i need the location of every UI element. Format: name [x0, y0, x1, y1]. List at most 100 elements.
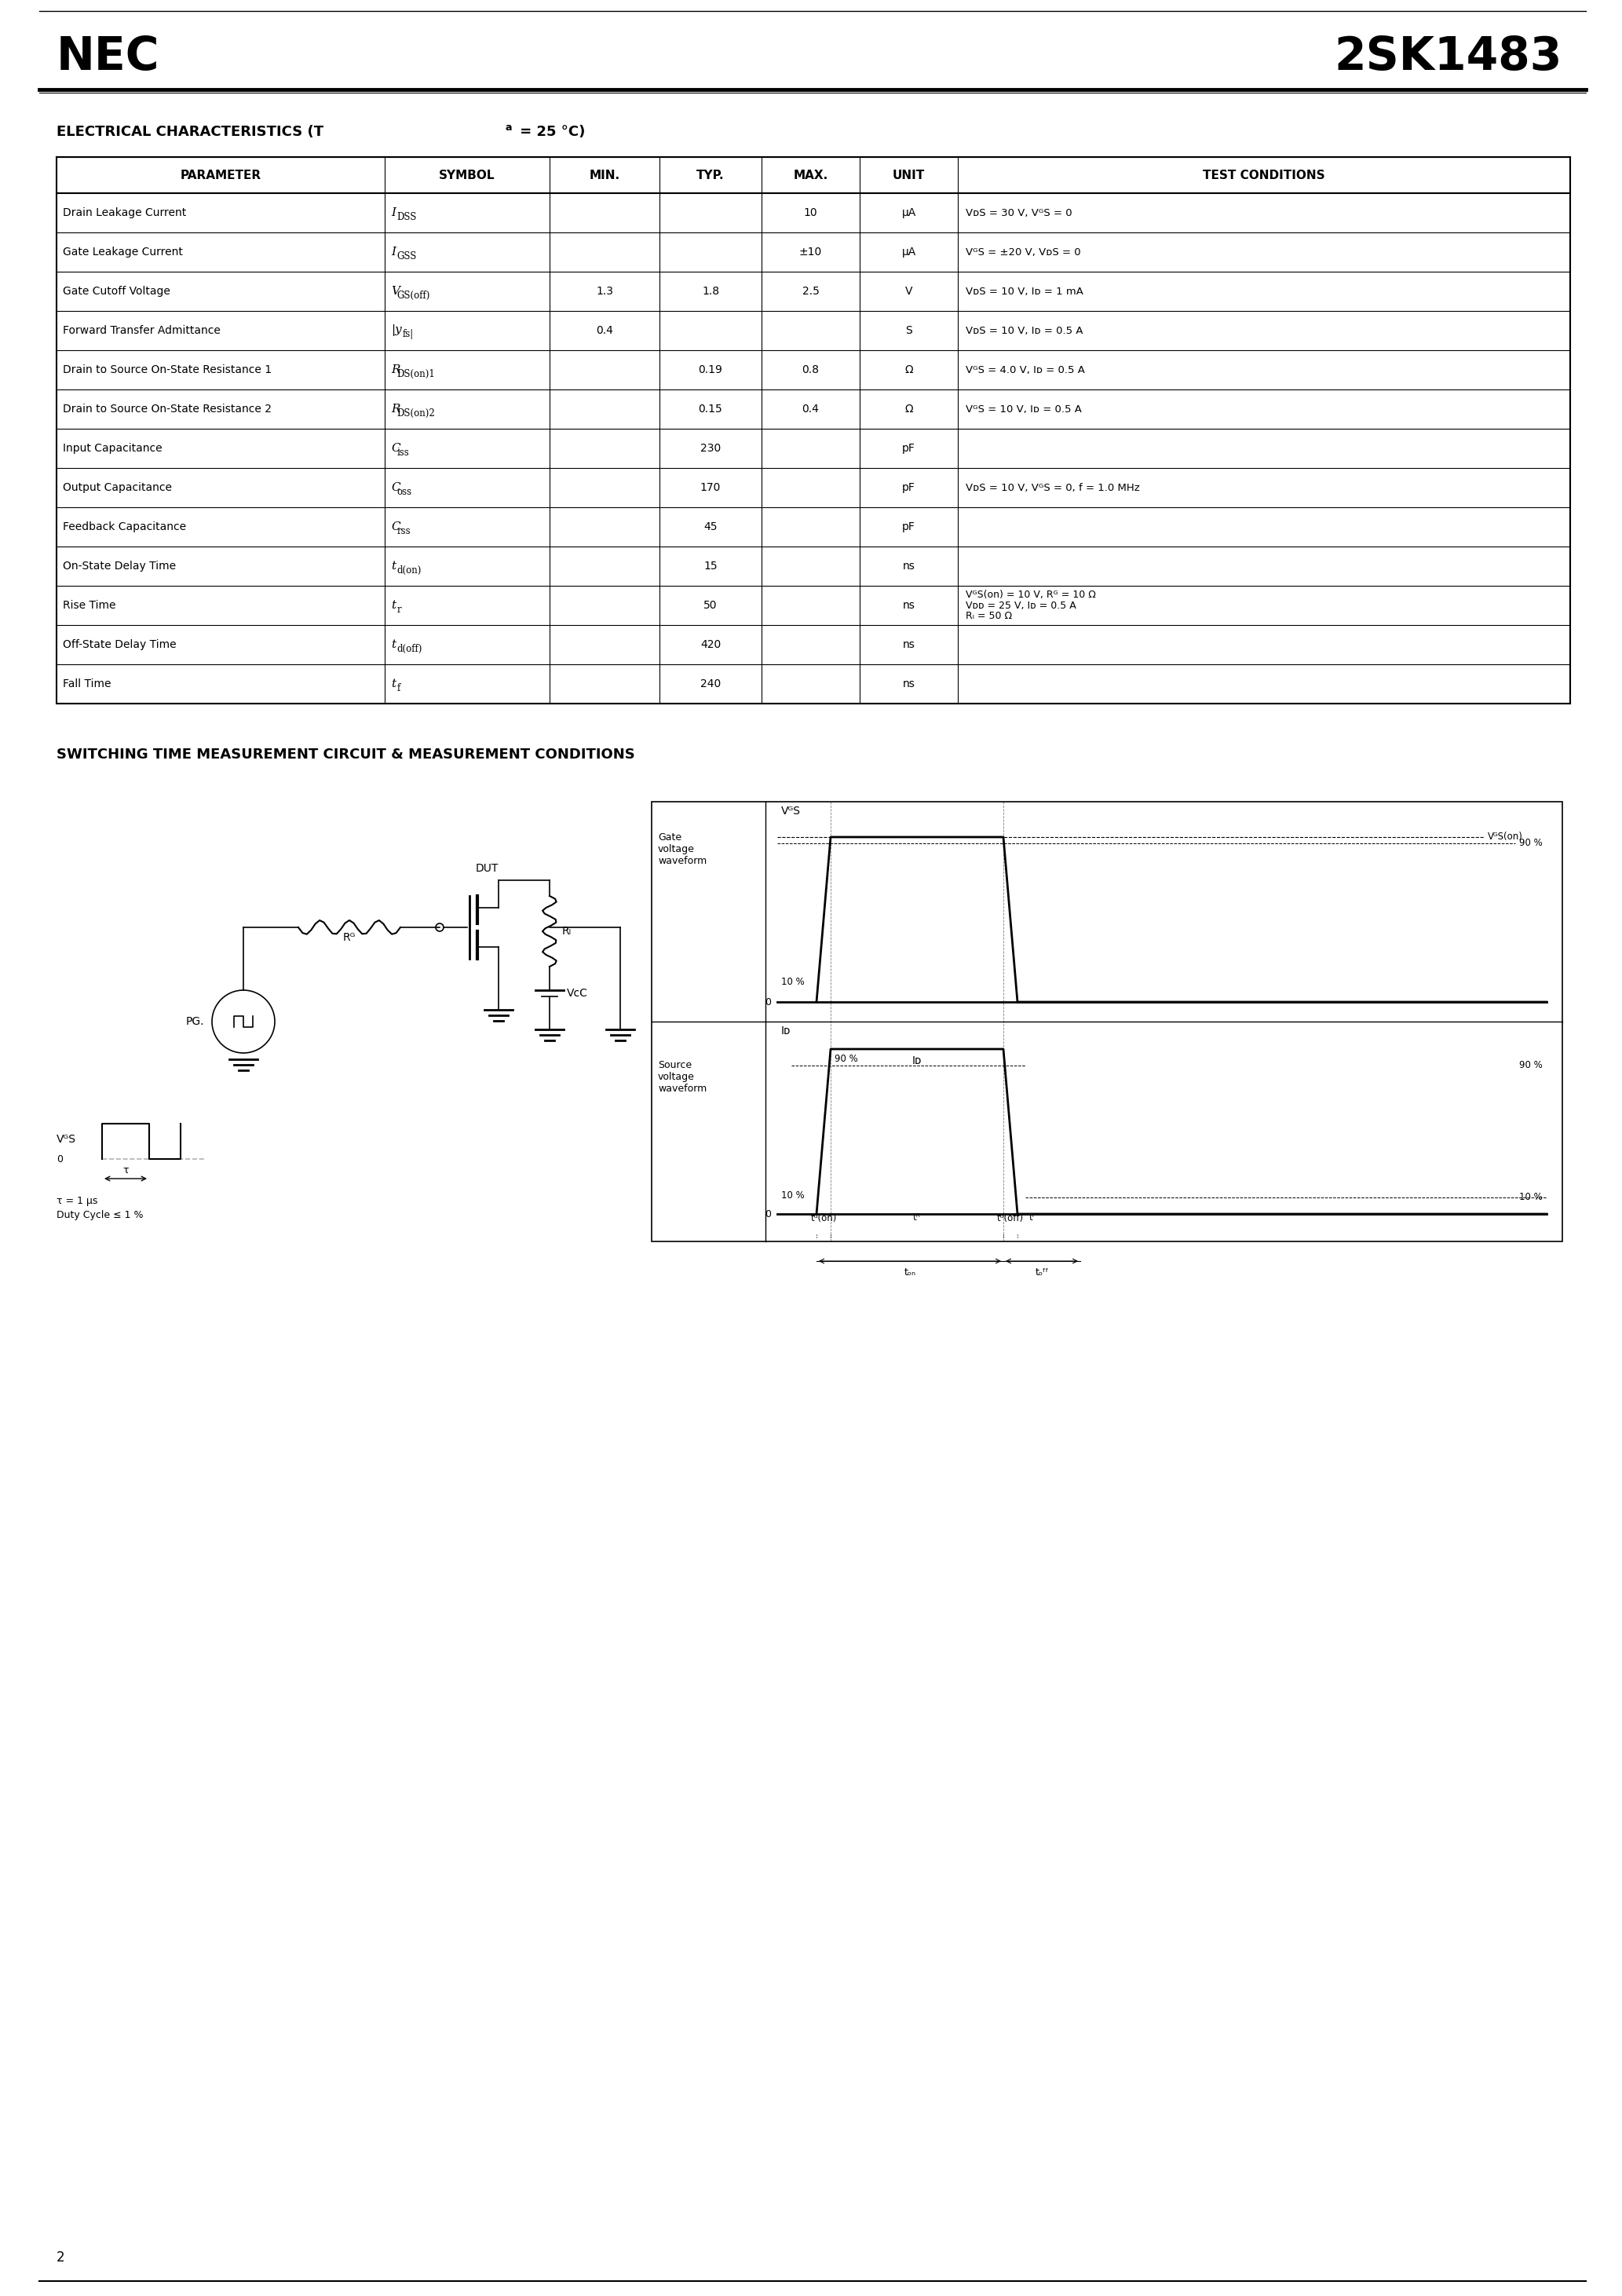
Text: f: f — [397, 682, 401, 693]
Text: TYP.: TYP. — [696, 170, 725, 181]
Text: 0: 0 — [57, 1155, 63, 1164]
Text: VᴳS: VᴳS — [782, 806, 801, 817]
Text: PG.: PG. — [185, 1017, 204, 1026]
Text: Drain to Source On-State Resistance 2: Drain to Source On-State Resistance 2 — [63, 404, 271, 416]
Text: TEST CONDITIONS: TEST CONDITIONS — [1204, 170, 1325, 181]
Text: 0.15: 0.15 — [699, 404, 722, 416]
Text: 10 %: 10 % — [782, 976, 805, 987]
Text: VᴳS = 10 V, Iᴅ = 0.5 A: VᴳS = 10 V, Iᴅ = 0.5 A — [965, 404, 1082, 413]
Text: SWITCHING TIME MEASUREMENT CIRCUIT & MEASUREMENT CONDITIONS: SWITCHING TIME MEASUREMENT CIRCUIT & MEA… — [57, 748, 634, 762]
Text: iss: iss — [397, 448, 409, 457]
Text: VᴅS = 10 V, Iᴅ = 1 mA: VᴅS = 10 V, Iᴅ = 1 mA — [965, 287, 1083, 296]
Text: Rₗ: Rₗ — [563, 925, 571, 937]
Text: PARAMETER: PARAMETER — [180, 170, 261, 181]
Text: 420: 420 — [701, 638, 720, 650]
Text: 50: 50 — [704, 599, 717, 611]
Text: t: t — [391, 677, 396, 689]
Text: VᴳS = 4.0 V, Iᴅ = 0.5 A: VᴳS = 4.0 V, Iᴅ = 0.5 A — [965, 365, 1085, 374]
Text: t: t — [391, 638, 396, 650]
Text: MAX.: MAX. — [793, 170, 827, 181]
Text: 2.5: 2.5 — [801, 285, 819, 296]
Text: Ω: Ω — [905, 404, 913, 416]
Text: 10 %: 10 % — [1520, 1192, 1543, 1203]
Text: tᴿ: tᴿ — [913, 1212, 921, 1224]
Text: Source
voltage
waveform: Source voltage waveform — [659, 1061, 707, 1093]
Bar — [57, 156, 1570, 703]
Text: R: R — [391, 365, 401, 374]
Text: 0.4: 0.4 — [595, 326, 613, 335]
Text: 90 %: 90 % — [1520, 1061, 1543, 1070]
Text: I: I — [391, 207, 396, 218]
Text: pF: pF — [902, 521, 915, 533]
Text: Fall Time: Fall Time — [63, 677, 110, 689]
Text: 0.19: 0.19 — [699, 365, 723, 374]
Text: NEC: NEC — [57, 34, 159, 78]
Text: ns: ns — [902, 638, 915, 650]
Text: Rise Time: Rise Time — [63, 599, 115, 611]
Text: Input Capacitance: Input Capacitance — [63, 443, 162, 455]
Text: DS(on)2: DS(on)2 — [397, 409, 435, 418]
Text: I: I — [391, 246, 396, 257]
Text: Output Capacitance: Output Capacitance — [63, 482, 172, 494]
Text: GS(off): GS(off) — [397, 289, 430, 301]
Text: V: V — [905, 285, 913, 296]
Text: 10 %: 10 % — [782, 1189, 805, 1201]
Text: C: C — [391, 521, 401, 533]
Text: rss: rss — [397, 526, 410, 535]
Text: DUT: DUT — [475, 863, 498, 875]
Text: oss: oss — [397, 487, 412, 496]
Text: 2SK1483: 2SK1483 — [1335, 34, 1562, 78]
Text: Vᴅᴅ = 25 V, Iᴅ = 0.5 A: Vᴅᴅ = 25 V, Iᴅ = 0.5 A — [965, 599, 1075, 611]
Text: Ω: Ω — [905, 365, 913, 374]
Text: d(on): d(on) — [397, 565, 422, 576]
Text: Drain to Source On-State Resistance 1: Drain to Source On-State Resistance 1 — [63, 365, 272, 374]
Text: Rₗ = 50 Ω: Rₗ = 50 Ω — [965, 611, 1012, 620]
Text: C: C — [391, 443, 401, 455]
Text: Duty Cycle ≤ 1 %: Duty Cycle ≤ 1 % — [57, 1210, 143, 1219]
Text: ±10: ±10 — [800, 246, 822, 257]
Text: ns: ns — [902, 677, 915, 689]
Text: 15: 15 — [704, 560, 717, 572]
Text: tₒₙ: tₒₙ — [903, 1267, 916, 1279]
Text: 90 %: 90 % — [835, 1054, 858, 1065]
Text: Rᴳ: Rᴳ — [342, 932, 355, 944]
Text: UNIT: UNIT — [892, 170, 925, 181]
Text: VᴅS = 10 V, VᴳS = 0, f = 1.0 MHz: VᴅS = 10 V, VᴳS = 0, f = 1.0 MHz — [965, 482, 1140, 494]
Text: ns: ns — [902, 599, 915, 611]
Text: R: R — [391, 404, 401, 416]
Text: Off-State Delay Time: Off-State Delay Time — [63, 638, 177, 650]
Text: VᴅS = 30 V, VᴳS = 0: VᴅS = 30 V, VᴳS = 0 — [965, 207, 1072, 218]
Text: VᴄC: VᴄC — [566, 987, 587, 999]
Text: 2: 2 — [57, 2250, 65, 2264]
Text: pF: pF — [902, 482, 915, 494]
Text: VᴳS: VᴳS — [57, 1134, 76, 1146]
Text: 1.3: 1.3 — [595, 285, 613, 296]
Text: tᶠ: tᶠ — [1030, 1212, 1036, 1224]
Text: VᴳS(on) = 10 V, Rᴳ = 10 Ω: VᴳS(on) = 10 V, Rᴳ = 10 Ω — [965, 590, 1096, 599]
Text: = 25 °C): = 25 °C) — [516, 124, 586, 140]
Text: 45: 45 — [704, 521, 717, 533]
Text: tᵈ(off): tᵈ(off) — [998, 1212, 1023, 1224]
Text: C: C — [391, 482, 401, 494]
Text: tᵈ(on): tᵈ(on) — [811, 1212, 837, 1224]
Text: 230: 230 — [701, 443, 720, 455]
Text: 0.8: 0.8 — [801, 365, 819, 374]
Text: VᴳS(on): VᴳS(on) — [1487, 831, 1523, 843]
Text: Feedback Capacitance: Feedback Capacitance — [63, 521, 187, 533]
Text: 90 %: 90 % — [1520, 838, 1543, 847]
Text: d(off): d(off) — [397, 643, 422, 654]
Text: 1.8: 1.8 — [702, 285, 719, 296]
Text: MIN.: MIN. — [589, 170, 620, 181]
Text: pF: pF — [902, 443, 915, 455]
Text: SYMBOL: SYMBOL — [440, 170, 495, 181]
Text: On-State Delay Time: On-State Delay Time — [63, 560, 175, 572]
Text: S: S — [905, 326, 912, 335]
Bar — [652, 801, 1562, 1242]
Text: V: V — [391, 285, 399, 296]
Text: 170: 170 — [701, 482, 720, 494]
Text: fs|: fs| — [402, 328, 414, 340]
Text: 0: 0 — [764, 996, 770, 1008]
Text: Drain Leakage Current: Drain Leakage Current — [63, 207, 187, 218]
Text: DS(on)1: DS(on)1 — [397, 370, 435, 379]
Text: 0.4: 0.4 — [801, 404, 819, 416]
